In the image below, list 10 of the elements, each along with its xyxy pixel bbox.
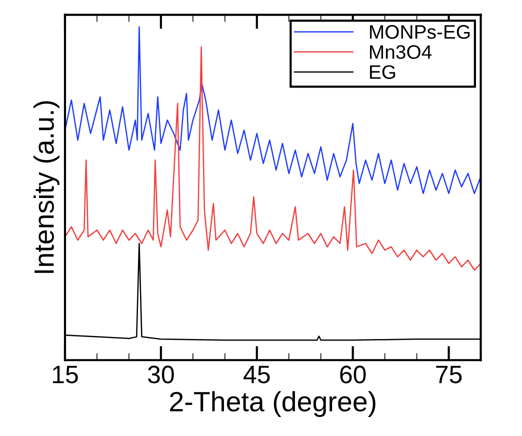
x-axis-title: 2-Theta (degree) [170, 391, 376, 417]
x-tick-label: 60 [340, 366, 366, 384]
x-tick-label: 45 [244, 366, 270, 384]
y-axis-title: Intensity (a.u.) [34, 101, 60, 273]
legend-label: EG [370, 65, 396, 79]
legend-label: MONPs-EG [370, 25, 470, 39]
x-tick-label: 75 [436, 366, 462, 384]
legend-label: Mn3O4 [370, 45, 432, 59]
x-tick-label: 15 [52, 366, 78, 384]
x-tick-label: 30 [148, 366, 174, 384]
